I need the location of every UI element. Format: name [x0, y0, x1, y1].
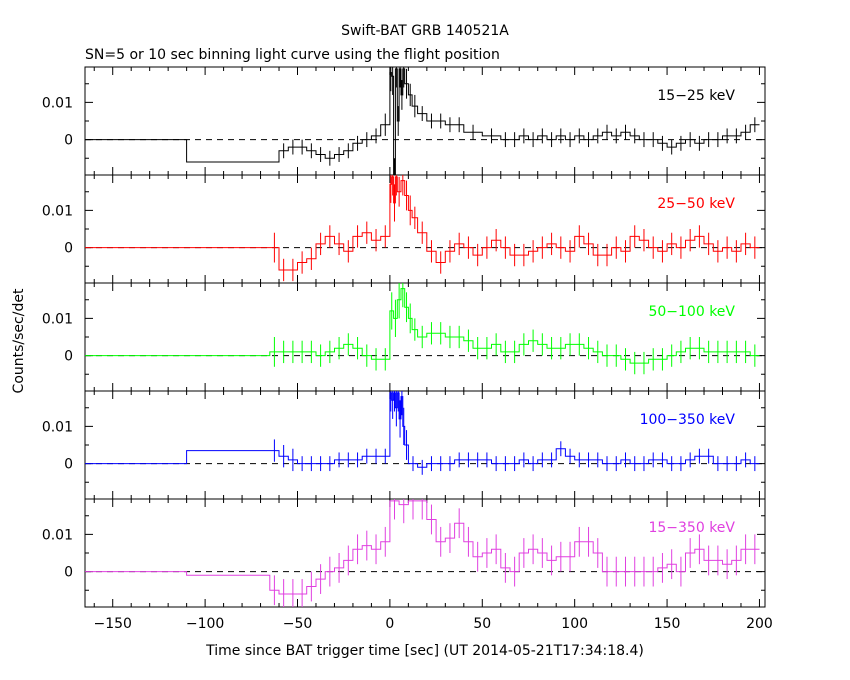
y-tick-label: 0.01: [42, 95, 73, 111]
x-tick-label: −100: [186, 616, 224, 632]
band-label: 100−350 keV: [640, 412, 736, 428]
y-tick-label: 0: [64, 457, 73, 473]
x-axis: −150 −100 −50 0 50 100 150 200: [93, 616, 772, 632]
band-label: 15−25 keV: [657, 88, 735, 104]
y-tick-label: 0.01: [42, 311, 73, 327]
series-step-line: [85, 176, 760, 271]
y-tick-label: 0: [64, 349, 73, 365]
series-step-line: [85, 500, 760, 595]
x-axis-label: Time since BAT trigger time [sec] (UT 20…: [205, 643, 644, 659]
panel-frame: [84, 390, 766, 500]
y-tick-label: 0: [64, 133, 73, 149]
x-tick-label: 0: [385, 616, 394, 632]
x-tick-label: −50: [283, 616, 313, 632]
panel-frame: [84, 498, 766, 608]
band-label: 50−100 keV: [648, 304, 735, 320]
y-tick-label: 0.01: [42, 527, 73, 543]
y-tick-label: 0: [64, 565, 73, 581]
y-axis-label: Counts/sec/det: [11, 288, 27, 393]
x-tick-label: −150: [93, 616, 131, 632]
panel-4: 0 0.01 100−350 keV: [42, 390, 766, 500]
series-step-line: [85, 392, 760, 468]
x-tick-label: 150: [654, 616, 681, 632]
y-tick-label: 0.01: [42, 419, 73, 435]
panels-group: 0 0.01 15−25 keV 0 0.01 25−50 keV 0 0.01 50−100 …: [42, 66, 766, 608]
panel-2: 0 0.01 25−50 keV: [42, 174, 766, 284]
panel-5: 0 0.01 15−350 keV: [42, 498, 766, 608]
panel-frame: [84, 174, 766, 284]
y-tick-label: 0.01: [42, 203, 73, 219]
chart-subtitle: SN=5 or 10 sec binning light curve using…: [85, 47, 500, 63]
series-step-line: [85, 288, 760, 364]
band-label: 25−50 keV: [657, 196, 735, 212]
x-tick-label: 50: [473, 616, 491, 632]
x-tick-label: 100: [561, 616, 588, 632]
series-step-line: [85, 68, 760, 176]
x-tick-label: 200: [746, 616, 773, 632]
chart-title: Swift-BAT GRB 140521A: [341, 23, 509, 39]
y-tick-label: 0: [64, 241, 73, 257]
band-label: 15−350 keV: [648, 520, 735, 536]
panel-3: 0 0.01 50−100 keV: [42, 282, 766, 392]
panel-1: 0 0.01 15−25 keV: [42, 66, 766, 176]
